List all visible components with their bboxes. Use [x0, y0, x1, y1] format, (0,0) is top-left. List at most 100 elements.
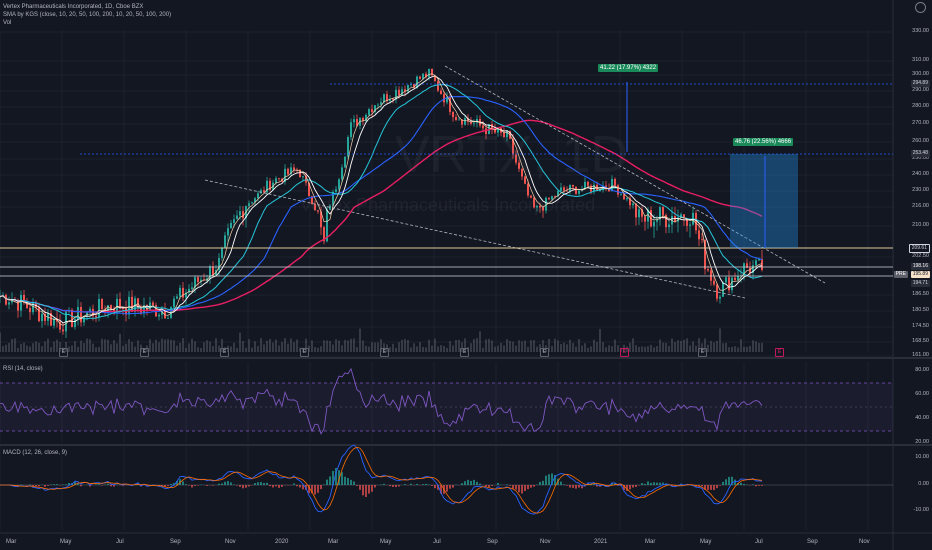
macd-legend[interactable]: MACD (12, 26, close, 9)	[3, 450, 68, 456]
volume-bar	[368, 346, 370, 352]
measure-label-2[interactable]: 46.76 (22.56%) 4666	[733, 138, 794, 146]
candle-body	[299, 169, 301, 178]
volume-bar	[371, 342, 373, 352]
earnings-marker[interactable]: E	[775, 348, 784, 357]
candle-body	[758, 259, 760, 261]
rsi-tick: 80.00	[915, 367, 929, 373]
macd-histogram-bar	[479, 483, 481, 485]
macd-histogram-bar	[467, 479, 469, 485]
candle-body	[311, 196, 313, 204]
candle-body	[32, 303, 34, 313]
macd-histogram-bar	[185, 484, 187, 485]
settings-icon[interactable]	[915, 2, 926, 13]
candle-body	[584, 181, 586, 189]
volume-bar	[707, 344, 709, 352]
macd-line	[0, 444, 763, 515]
macd-histogram-bar	[368, 485, 370, 494]
macd-histogram-bar	[32, 485, 34, 486]
macd-histogram-bar	[755, 485, 757, 487]
candle-body	[230, 222, 232, 229]
volume-bar	[455, 339, 457, 352]
candle-body	[95, 316, 97, 318]
earnings-marker[interactable]: E	[460, 348, 469, 357]
candle-body	[200, 279, 202, 283]
candle-body	[341, 167, 343, 180]
candle-body	[731, 277, 733, 291]
candle-body	[206, 278, 208, 281]
earnings-marker[interactable]: E	[698, 348, 707, 357]
volume-legend[interactable]: Vol	[3, 20, 12, 26]
volume-bar	[587, 347, 589, 352]
volume-bar	[62, 347, 64, 352]
volume-bar	[170, 339, 172, 352]
volume-bar	[497, 345, 499, 352]
volume-bar	[173, 340, 175, 352]
candle-body	[62, 329, 64, 332]
candle-body	[11, 299, 13, 303]
earnings-marker[interactable]: E	[380, 348, 389, 357]
macd-histogram-bar	[758, 485, 760, 486]
volume-bar	[143, 347, 145, 352]
volume-bar	[518, 340, 520, 352]
candle-body	[29, 307, 31, 313]
candle-body	[623, 194, 625, 200]
volume-bar	[86, 338, 88, 352]
earnings-marker[interactable]: E	[620, 348, 629, 357]
candle-body	[443, 94, 445, 103]
volume-bar	[206, 340, 208, 352]
sma-legend[interactable]: SMA by KGS (close, 10, 20, 50, 100, 200,…	[3, 12, 172, 18]
macd-histogram-bar	[611, 482, 613, 485]
earnings-marker[interactable]: E	[140, 348, 149, 357]
candle-body	[446, 96, 448, 103]
macd-histogram-bar	[470, 480, 472, 485]
earnings-marker[interactable]: E	[300, 348, 309, 357]
measure-label-1[interactable]: 41.22 (17.97%) 4322	[598, 64, 659, 72]
rsi-legend[interactable]: RSI (14, close)	[3, 366, 43, 372]
earnings-marker[interactable]: E	[220, 348, 229, 357]
candle-body	[53, 318, 55, 326]
volume-bar	[500, 342, 502, 352]
candle-body	[176, 296, 178, 299]
volume-bar	[161, 338, 163, 352]
candle-body	[695, 212, 697, 231]
volume-bar	[461, 342, 463, 352]
volume-bar	[401, 339, 403, 352]
macd-histogram-bar	[497, 482, 499, 485]
macd-histogram-bar	[362, 485, 364, 496]
candle-body	[434, 75, 436, 82]
candle-body	[128, 296, 130, 315]
earnings-marker[interactable]: E	[540, 348, 549, 357]
candle-body	[749, 267, 751, 273]
candle-body	[290, 167, 292, 175]
candle-body	[416, 76, 418, 88]
volume-bar	[668, 345, 670, 352]
volume-bar	[185, 347, 187, 352]
macd-histogram-bar	[248, 485, 250, 487]
earnings-marker[interactable]: E	[59, 348, 68, 357]
trendline-upper	[444, 65, 826, 284]
volume-bar	[416, 346, 418, 352]
volume-bar	[476, 338, 478, 352]
volume-bar	[194, 341, 196, 352]
macd-histogram-bar	[29, 484, 31, 485]
macd-histogram-bar	[650, 482, 652, 485]
sma-10-line	[0, 73, 763, 326]
candle-body	[152, 302, 154, 306]
price-axis-tick: 168.50	[912, 338, 929, 344]
volume-bar	[662, 342, 664, 352]
volume-bar	[125, 343, 127, 352]
candle-body	[239, 211, 241, 216]
volume-bar	[695, 345, 697, 352]
macd-histogram-bar	[614, 483, 616, 485]
candle-body	[662, 207, 664, 215]
candle-body	[80, 307, 82, 323]
macd-histogram-bar	[671, 485, 673, 487]
volume-bar	[638, 346, 640, 352]
volume-bar	[569, 339, 571, 352]
candle-body	[224, 235, 226, 248]
candle-body	[122, 308, 124, 309]
macd-histogram-bar	[719, 485, 721, 486]
macd-histogram-bar	[224, 481, 226, 485]
candle-body	[569, 185, 571, 191]
